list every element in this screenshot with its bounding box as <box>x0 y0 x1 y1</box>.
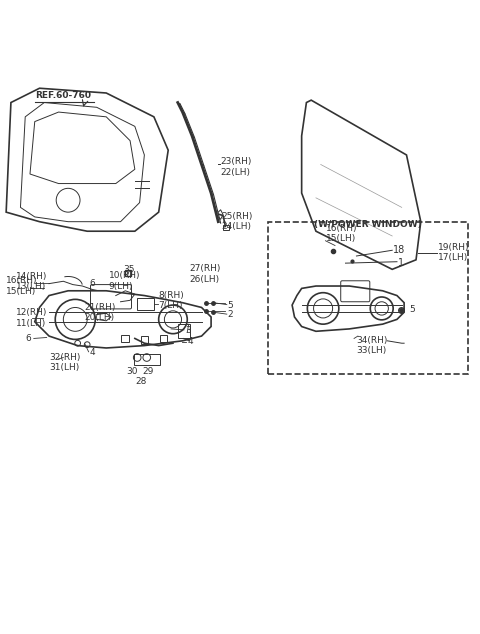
Text: 8(RH)
7(LH): 8(RH) 7(LH) <box>159 290 184 310</box>
Bar <box>134 354 160 365</box>
Bar <box>121 335 129 342</box>
Text: 30: 30 <box>127 367 138 376</box>
Text: 1: 1 <box>398 257 404 268</box>
Text: 16(RH)
15(LH): 16(RH) 15(LH) <box>6 276 37 295</box>
Text: 28: 28 <box>135 377 147 385</box>
Bar <box>141 336 148 344</box>
Text: 16(RH)
15(LH): 16(RH) 15(LH) <box>325 224 357 243</box>
Text: 35: 35 <box>123 265 134 274</box>
Text: 29: 29 <box>143 367 154 376</box>
Text: 32(RH)
31(LH): 32(RH) 31(LH) <box>49 353 81 372</box>
Bar <box>137 298 154 310</box>
Text: 4: 4 <box>187 337 193 346</box>
Text: 6: 6 <box>25 334 31 343</box>
Text: 5: 5 <box>228 301 234 309</box>
Text: 5: 5 <box>409 306 415 314</box>
Text: 23(RH)
22(LH): 23(RH) 22(LH) <box>221 157 252 177</box>
Text: 6: 6 <box>90 280 96 288</box>
Text: 19(RH)
17(LH): 19(RH) 17(LH) <box>438 243 470 262</box>
Bar <box>178 324 190 339</box>
Text: 10(RH)
9(LH): 10(RH) 9(LH) <box>108 271 140 291</box>
Text: 18: 18 <box>393 245 406 256</box>
Text: 12(RH)
11(LH): 12(RH) 11(LH) <box>16 308 47 328</box>
Text: (W/POWER WINDOW): (W/POWER WINDOW) <box>314 219 422 229</box>
Text: 14(RH)
13(LH): 14(RH) 13(LH) <box>16 271 47 291</box>
Text: 4: 4 <box>90 348 95 357</box>
Text: 25(RH)
24(LH): 25(RH) 24(LH) <box>222 212 253 231</box>
Text: 34(RH)
33(LH): 34(RH) 33(LH) <box>357 336 388 355</box>
Bar <box>223 225 229 230</box>
Text: 27(RH)
26(LH): 27(RH) 26(LH) <box>190 264 221 284</box>
Text: 2: 2 <box>228 310 233 319</box>
Text: 21(RH)
20(LH): 21(RH) 20(LH) <box>85 302 116 322</box>
Text: 3: 3 <box>185 326 191 335</box>
Text: REF.60-760: REF.60-760 <box>35 91 91 100</box>
Bar <box>160 335 167 342</box>
